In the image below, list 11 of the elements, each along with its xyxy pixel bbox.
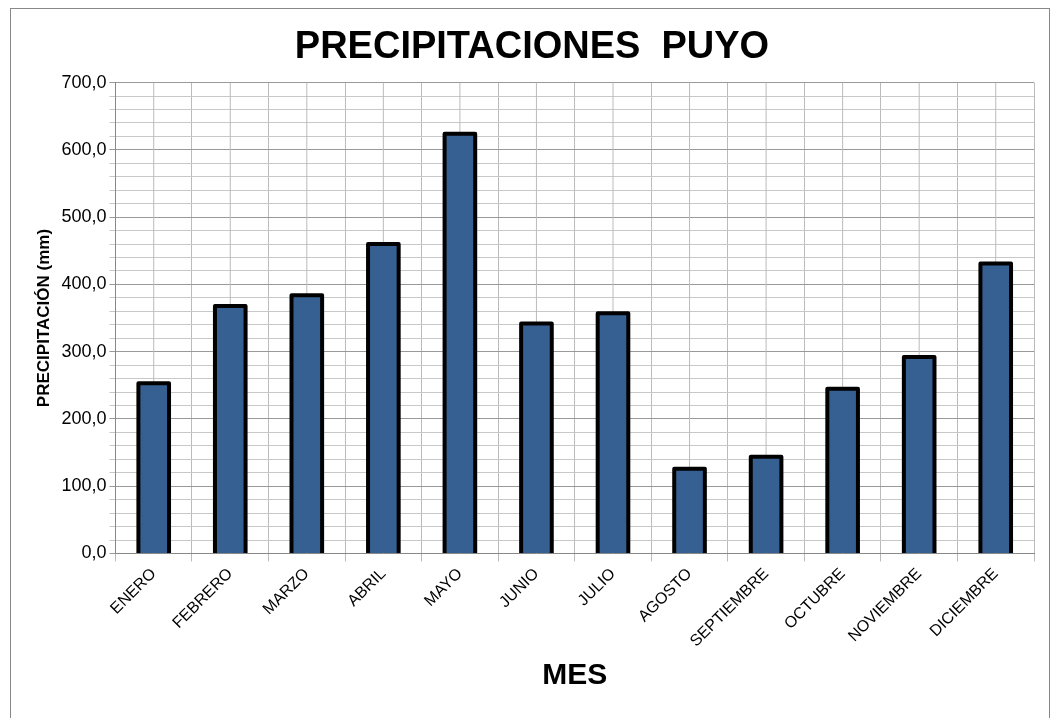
chart-title: PRECIPITACIONES PUYO	[294, 24, 770, 67]
y-axis-title: PRECIPITACIÓN (mm)	[33, 228, 53, 408]
y-tick-label: 200,0	[61, 407, 107, 428]
y-tick-label: 600,0	[61, 138, 107, 159]
y-tick-label: 400,0	[61, 273, 107, 294]
y-tick-label: 300,0	[61, 340, 107, 361]
y-tick-label: 100,0	[61, 475, 107, 496]
x-axis-title: MES	[542, 657, 608, 691]
y-tick-label: 700,0	[61, 71, 107, 92]
y-tick-label: 500,0	[61, 206, 107, 227]
y-tick-label: 0,0	[81, 542, 107, 563]
